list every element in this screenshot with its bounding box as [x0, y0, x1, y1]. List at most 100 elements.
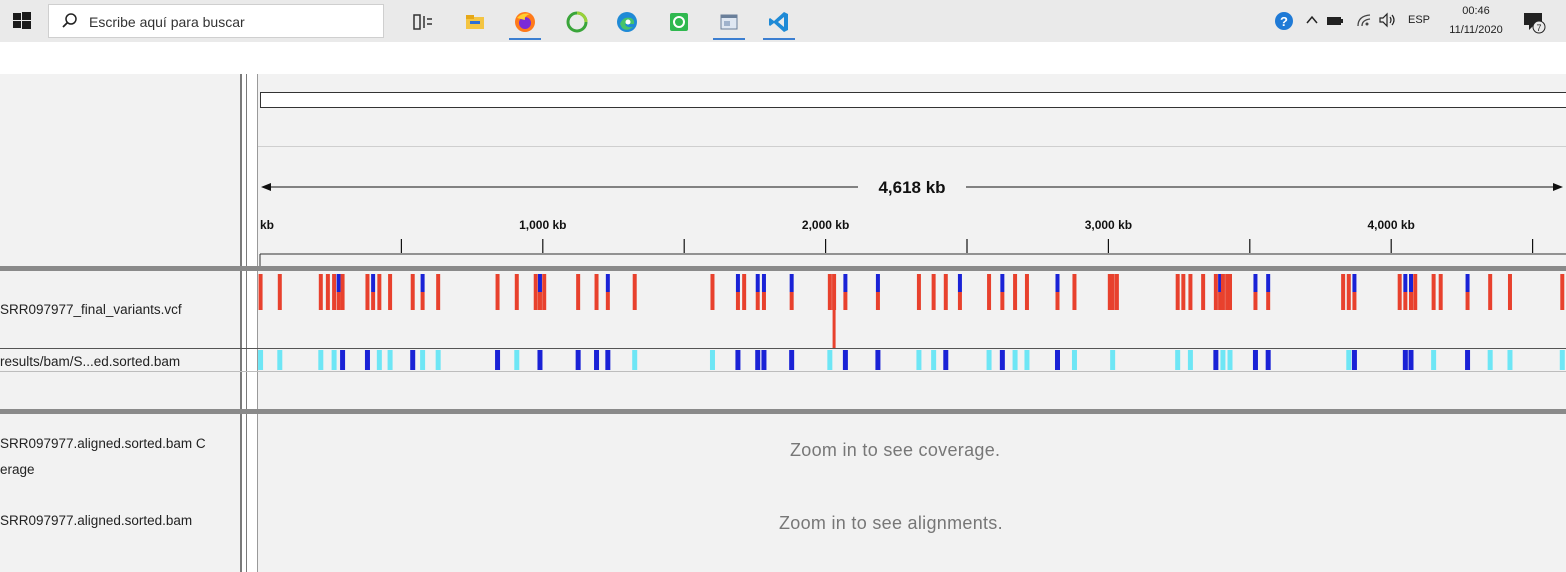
help-icon[interactable]: ? [1274, 11, 1294, 36]
variant-bar[interactable] [258, 274, 263, 310]
genotype-bar[interactable] [537, 350, 543, 370]
genotype-bar[interactable] [916, 350, 922, 370]
variant-bar-top[interactable] [371, 274, 376, 292]
genotype-bar[interactable] [761, 350, 767, 370]
genotype-bar[interactable] [842, 350, 848, 370]
genotype-bar[interactable] [1187, 350, 1193, 370]
genotype-bar[interactable] [1213, 350, 1219, 370]
variant-bar-bottom[interactable] [875, 292, 880, 310]
variant-bar-top[interactable] [1055, 274, 1060, 292]
variant-bar[interactable] [1413, 274, 1418, 310]
genotype-bar[interactable] [387, 350, 393, 370]
chromosome-ideogram[interactable] [260, 92, 1566, 108]
variant-bar-top[interactable] [755, 274, 760, 292]
variant-bar[interactable] [827, 274, 832, 310]
variant-bar-bottom[interactable] [1000, 292, 1005, 310]
variant-bar-bottom[interactable] [755, 292, 760, 310]
task-view-button[interactable] [404, 5, 442, 39]
variant-bar-top[interactable] [1403, 274, 1408, 292]
variant-bar[interactable] [377, 274, 382, 310]
variant-bar[interactable] [1107, 274, 1112, 310]
variant-bar-bottom[interactable] [371, 292, 376, 310]
genotype-bar[interactable] [735, 350, 741, 370]
variant-bar[interactable] [1431, 274, 1436, 310]
variant-bar-top[interactable] [735, 274, 740, 292]
genotype-bar[interactable] [331, 350, 337, 370]
variant-bar[interactable] [594, 274, 599, 310]
variant-bar-top[interactable] [843, 274, 848, 292]
variant-bar[interactable] [1175, 274, 1180, 310]
genotype-bar[interactable] [709, 350, 715, 370]
variant-bar[interactable] [1507, 274, 1512, 310]
variant-bar-bottom[interactable] [761, 292, 766, 310]
variant-bar-top[interactable] [875, 274, 880, 292]
variant-bar[interactable] [987, 274, 992, 310]
variant-bar-top[interactable] [1465, 274, 1470, 292]
genotype-bar[interactable] [1054, 350, 1060, 370]
genotype-bar[interactable] [410, 350, 416, 370]
genotype-bar[interactable] [1110, 350, 1116, 370]
variant-bar[interactable] [1228, 274, 1233, 310]
variant-bar[interactable] [340, 274, 345, 310]
genotype-bar[interactable] [575, 350, 581, 370]
variant-bar-top[interactable] [1253, 274, 1258, 292]
genotype-bar[interactable] [364, 350, 370, 370]
taskbar-search-box[interactable]: Escribe aquí para buscar [48, 4, 384, 38]
variant-bar-top[interactable] [1352, 274, 1357, 292]
variant-bar[interactable] [1114, 274, 1119, 310]
variant-bar[interactable] [436, 274, 441, 310]
clock-date[interactable]: 11/11/2020 [1449, 24, 1503, 36]
bam-summary-track-label[interactable]: results/bam/S...ed.sorted.bam [0, 354, 181, 369]
variant-bar[interactable] [514, 274, 519, 310]
genotype-bar[interactable] [789, 350, 795, 370]
variant-bar[interactable] [1188, 274, 1193, 310]
variant-bar[interactable] [1488, 274, 1493, 310]
wifi-icon[interactable] [1356, 12, 1372, 33]
genotype-bar[interactable] [495, 350, 501, 370]
variant-bar[interactable] [742, 274, 747, 310]
variant-bar[interactable] [1110, 274, 1115, 310]
variant-bar-top[interactable] [605, 274, 610, 292]
genotype-bar[interactable] [632, 350, 638, 370]
firefox-button[interactable] [506, 5, 544, 40]
variant-bar-top[interactable] [1218, 274, 1223, 292]
variant-bar[interactable] [388, 274, 393, 310]
variant-bar-bottom[interactable] [605, 292, 610, 310]
genotype-bar[interactable] [1465, 350, 1471, 370]
variant-bar[interactable] [632, 274, 637, 310]
variant-bar-top[interactable] [1266, 274, 1271, 292]
variant-bar-top[interactable] [1408, 274, 1413, 292]
genotype-bar[interactable] [1346, 350, 1352, 370]
window-app-button[interactable] [710, 5, 748, 40]
variant-bar-bottom[interactable] [1218, 292, 1223, 310]
genotype-bar[interactable] [1408, 350, 1414, 370]
variant-bar[interactable] [1213, 274, 1218, 310]
language-indicator[interactable]: ESP [1408, 14, 1431, 26]
genotype-bar[interactable] [986, 350, 992, 370]
variant-bar-top[interactable] [789, 274, 794, 292]
variant-bar-top[interactable] [761, 274, 766, 292]
genotype-bar[interactable] [420, 350, 426, 370]
variant-bar[interactable] [325, 274, 330, 310]
variant-bar-top[interactable] [420, 274, 425, 292]
ruler[interactable]: 4,618 kb kb 1,000 kb 2,000 kb 3,000 kb 4,000… [258, 167, 1566, 267]
variant-bar[interactable] [1346, 274, 1351, 310]
genotype-bar[interactable] [605, 350, 611, 370]
variant-bar[interactable] [576, 274, 581, 310]
genotype-bar[interactable] [875, 350, 881, 370]
variant-bar[interactable] [1013, 274, 1018, 310]
genotype-bar[interactable] [1220, 350, 1226, 370]
genotype-track[interactable] [258, 349, 1566, 371]
coverage-track-label[interactable]: SRR097977.aligned.sorted.bam C erage [0, 431, 206, 483]
variant-bar-bottom[interactable] [537, 292, 542, 310]
variant-bar[interactable] [1560, 274, 1565, 310]
variant-bar-bottom[interactable] [1403, 292, 1408, 310]
genotype-bar[interactable] [1252, 350, 1258, 370]
vscode-button[interactable] [760, 5, 798, 40]
variant-bar[interactable] [1024, 274, 1029, 310]
notification-icon[interactable]: 7 [1522, 10, 1546, 39]
variant-bar-bottom[interactable] [789, 292, 794, 310]
variant-bar-bottom[interactable] [1253, 292, 1258, 310]
genotype-bar[interactable] [376, 350, 382, 370]
variant-bar[interactable] [365, 274, 370, 310]
